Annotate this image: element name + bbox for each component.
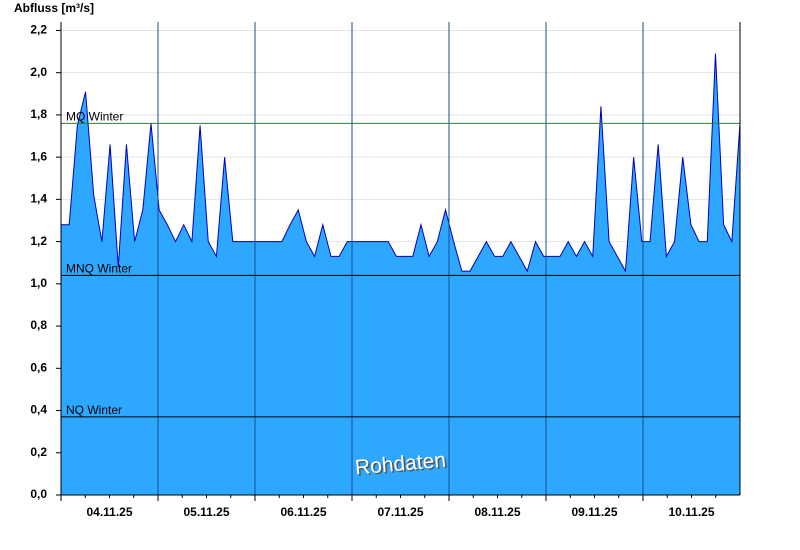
reference-label: MQ Winter	[66, 110, 123, 124]
reference-label: MNQ Winter	[66, 262, 132, 276]
y-tick-label: 1,0	[30, 276, 47, 290]
y-tick-label: 0,8	[30, 318, 47, 332]
y-tick-label: 0,2	[30, 445, 47, 459]
x-tick-label: 05.11.25	[183, 505, 229, 519]
reference-label: NQ Winter	[66, 403, 122, 417]
y-tick-label: 0,0	[30, 487, 47, 501]
y-axis-title: Abfluss [m³/s]	[14, 1, 94, 15]
y-tick-label: 2,0	[30, 65, 47, 79]
x-tick-label: 10.11.25	[668, 505, 714, 519]
x-tick-label: 06.11.25	[280, 505, 326, 519]
y-tick-label: 1,4	[30, 192, 47, 206]
area	[61, 53, 740, 496]
x-tick-label: 04.11.25	[86, 505, 132, 519]
x-tick-label: 08.11.25	[474, 505, 520, 519]
x-tick-label: 07.11.25	[377, 505, 423, 519]
y-tick-label: 0,6	[30, 360, 47, 374]
y-tick-label: 0,4	[30, 403, 47, 417]
y-tick-label: 1,6	[30, 149, 47, 163]
y-tick-label: 2,2	[30, 23, 47, 37]
line	[61, 53, 741, 273]
y-tick-label: 1,8	[30, 107, 47, 121]
y-tick-label: 1,2	[30, 234, 47, 248]
x-tick-label: 09.11.25	[571, 505, 617, 519]
